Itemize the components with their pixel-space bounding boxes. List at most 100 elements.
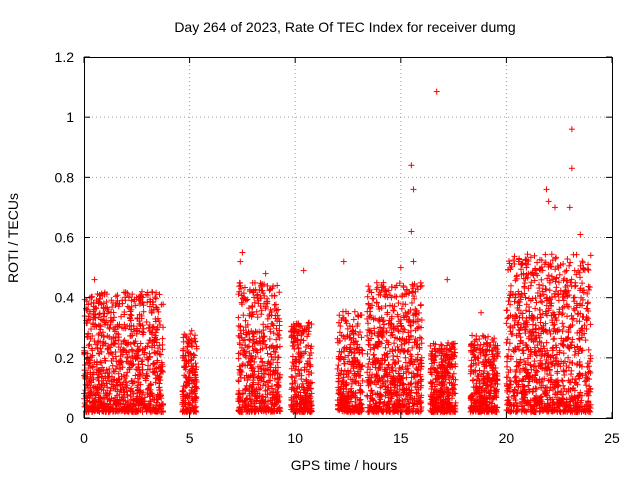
data-point [368,387,375,394]
data-point [137,340,144,347]
data-point [531,358,538,365]
y-axis-label: ROTI / TECUs [5,193,21,283]
data-point [531,252,538,259]
data-point [505,346,512,353]
data-point [100,333,107,340]
data-point [132,302,139,309]
data-point [584,300,591,307]
data-point [235,355,242,362]
data-point [85,301,92,308]
data-point [86,359,93,366]
data-point [382,344,389,351]
data-point [559,320,566,327]
data-point [370,352,377,359]
data-point [505,298,512,305]
data-point [114,292,121,299]
data-point [86,310,93,317]
x-tick-label: 5 [186,430,194,446]
data-point [418,282,425,289]
data-point [155,308,162,315]
data-point [98,290,105,297]
data-point [116,300,123,307]
data-point [560,323,567,330]
data-point [110,309,117,316]
data-point [405,369,412,376]
data-point [140,302,147,309]
data-point [237,280,244,287]
data-point [559,310,566,317]
data-point [140,325,147,332]
data-point [539,299,546,306]
data-point [106,365,113,372]
data-point [146,303,153,310]
data-point [507,301,514,308]
data-point [537,311,544,318]
data-point [274,282,281,289]
data-point [116,361,123,368]
data-point [91,338,98,345]
y-tick-label: 0 [66,410,74,426]
data-point [504,363,511,370]
data-point [121,375,128,382]
data-point [504,358,511,365]
data-point [153,289,160,296]
data-point [84,320,91,327]
data-point [144,299,151,306]
data-point [445,339,452,346]
data-point [503,339,510,346]
data-point [576,335,583,342]
data-point [408,162,415,169]
data-point [121,309,128,316]
data-point [572,279,579,286]
data-point [529,321,536,328]
data-point [579,280,586,287]
data-point [520,350,527,357]
y-tick-label: 0.6 [55,230,75,246]
data-point [513,408,520,415]
data-point [108,317,115,324]
data-point [585,283,592,290]
data-point [115,337,122,344]
data-point [587,252,594,259]
data-point [548,251,555,258]
data-point [564,255,571,262]
data-point [107,314,114,321]
data-point [125,293,132,300]
data-point [365,283,372,290]
data-point [366,308,373,315]
data-point [417,279,424,286]
data-point [351,350,358,357]
x-tick-label: 10 [287,430,303,446]
data-point [570,294,577,301]
data-point [140,308,147,315]
data-point [129,347,136,354]
data-point [97,338,104,345]
data-point [545,198,552,205]
data-point [152,379,159,386]
data-point [552,255,559,262]
x-tick-label: 20 [499,430,515,446]
y-tick-label: 0.4 [55,290,75,306]
data-point [570,251,577,258]
data-point [416,334,423,341]
data-point [144,289,151,296]
data-point [359,350,366,357]
data-point [276,289,283,296]
data-point [89,347,96,354]
data-point [335,378,342,385]
data-point [102,319,109,326]
data-point [157,351,164,358]
data-point [85,342,92,349]
data-point [237,258,244,265]
data-point [300,267,307,274]
data-point [94,344,101,351]
data-point [523,264,530,271]
data-point [254,314,261,321]
data-point [366,356,373,363]
data-point [407,380,414,387]
data-point [391,293,398,300]
data-point [559,341,566,348]
data-point [566,204,573,211]
data-point [397,264,404,271]
data-point [111,314,118,321]
